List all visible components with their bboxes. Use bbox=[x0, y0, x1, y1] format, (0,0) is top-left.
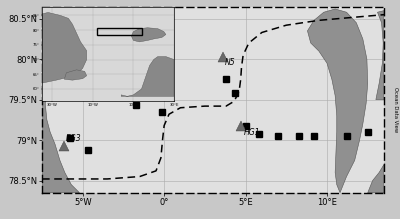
Bar bbox=[97, 28, 142, 35]
Text: EG3: EG3 bbox=[66, 134, 82, 143]
Polygon shape bbox=[376, 11, 384, 100]
Polygon shape bbox=[368, 164, 384, 193]
Text: N5: N5 bbox=[225, 58, 236, 67]
Polygon shape bbox=[64, 70, 87, 80]
Polygon shape bbox=[121, 57, 174, 96]
Polygon shape bbox=[308, 9, 368, 193]
Polygon shape bbox=[0, 12, 87, 95]
Polygon shape bbox=[131, 28, 166, 42]
Polygon shape bbox=[42, 7, 80, 193]
Text: Ocean Data View: Ocean Data View bbox=[393, 87, 398, 132]
Text: HG1: HG1 bbox=[244, 128, 260, 137]
